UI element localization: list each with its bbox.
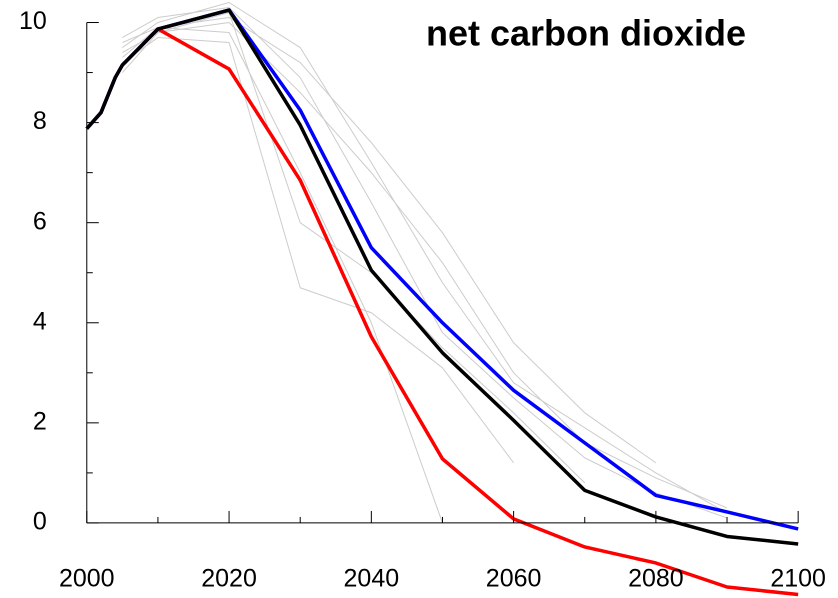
x-tick-label: 2100 xyxy=(770,565,826,593)
x-tick-label: 2000 xyxy=(59,565,115,593)
series-line xyxy=(85,8,799,531)
series-line xyxy=(122,22,728,509)
y-tick-label: 0 xyxy=(33,508,47,536)
chart-title: net carbon dioxide xyxy=(426,13,746,54)
axes: 0 2 4 6 8 10 2000 2020 2040 2060 2080 2100 xyxy=(19,7,826,592)
x-tick-label: 2080 xyxy=(628,565,684,593)
plot-lines xyxy=(85,2,799,597)
y-tick-label: 8 xyxy=(33,107,47,135)
x-tick-label: 2060 xyxy=(486,565,542,593)
y-tick-label: 2 xyxy=(33,407,47,435)
series-line xyxy=(122,2,728,514)
x-tick-label: 2040 xyxy=(344,565,400,593)
x-tick-label: 2020 xyxy=(201,565,257,593)
series-line xyxy=(122,7,728,519)
series-line xyxy=(122,17,657,464)
series-line xyxy=(121,12,586,484)
series-line xyxy=(122,37,515,464)
y-tick-label: 6 xyxy=(33,207,47,235)
y-tick-label: 4 xyxy=(33,307,47,335)
series-line xyxy=(85,8,799,546)
series-line xyxy=(122,27,443,524)
y-tick-label: 10 xyxy=(19,7,47,35)
series-line xyxy=(85,27,799,597)
